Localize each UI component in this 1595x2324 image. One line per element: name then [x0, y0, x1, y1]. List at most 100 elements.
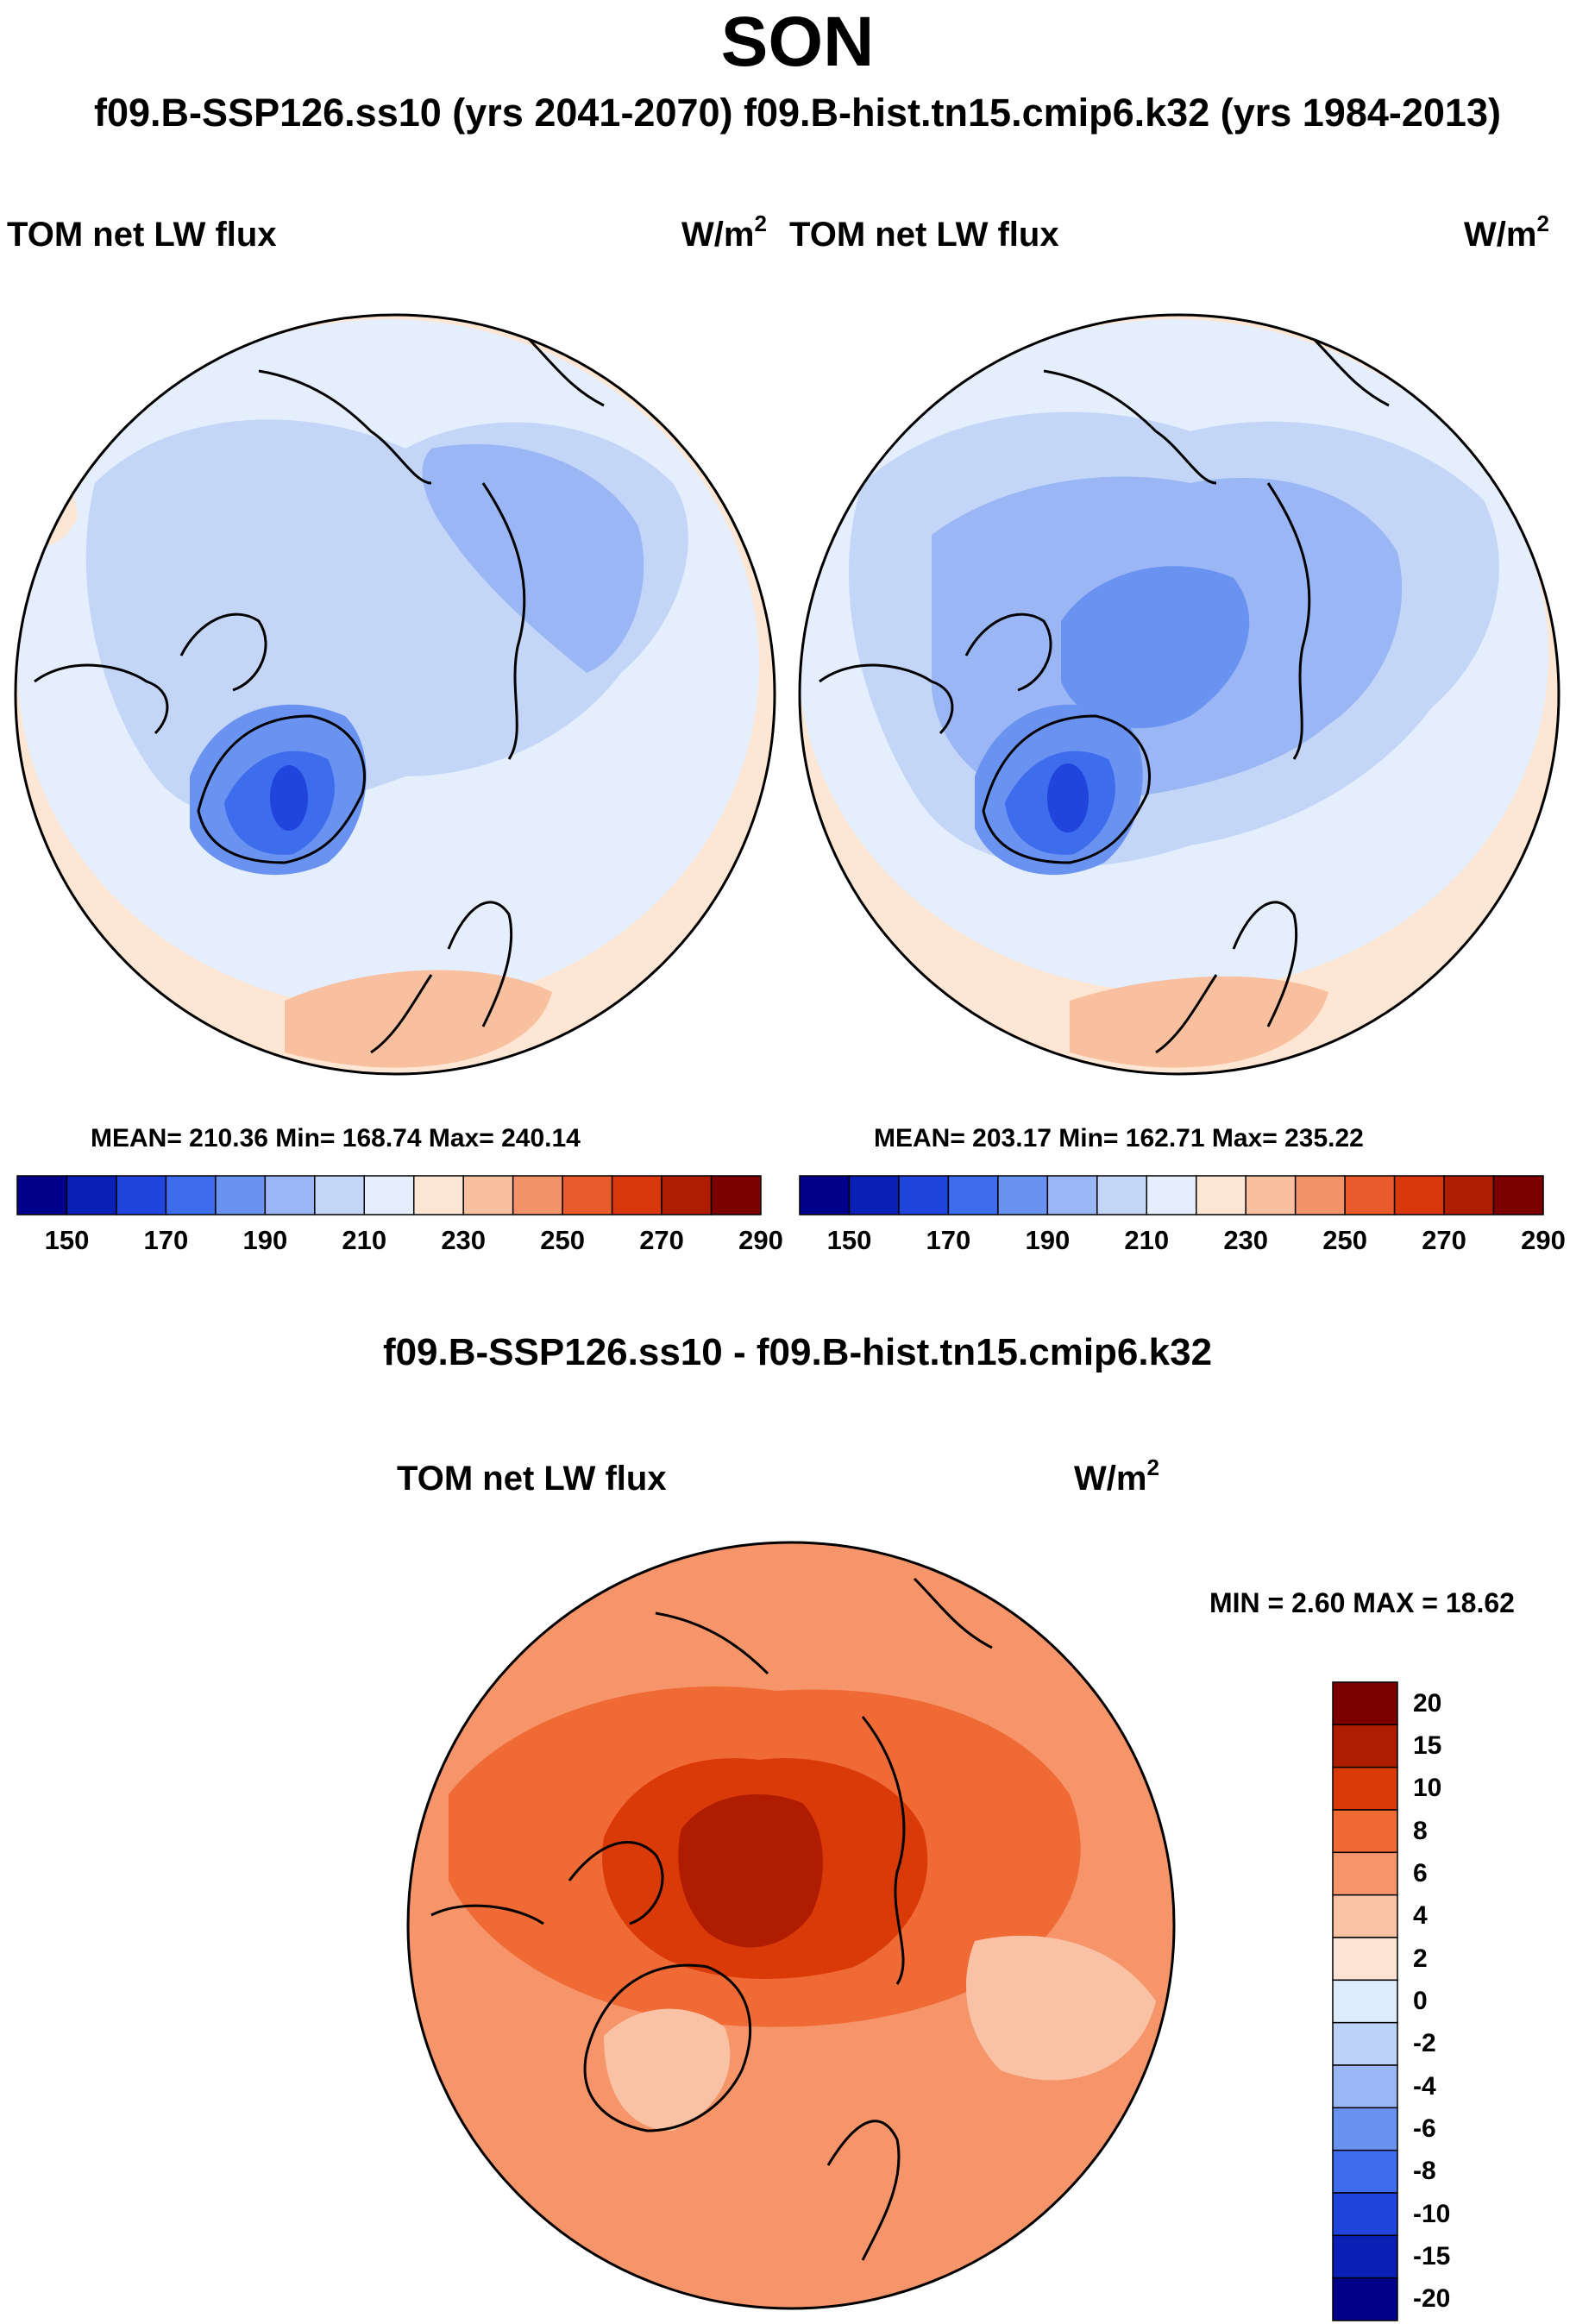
colorbar-1-box	[710, 1175, 762, 1215]
colorbar-1-box	[314, 1175, 366, 1215]
diff-units-sup: 2	[1146, 1454, 1159, 1480]
panel2-units-sup: 2	[1536, 210, 1549, 236]
colorbar-1-box	[512, 1175, 563, 1215]
panel2-units: W/m2	[1464, 210, 1549, 254]
colorbar-3-tick-label: -15	[1413, 2242, 1451, 2271]
colorbar-1-box	[462, 1175, 514, 1215]
colorbar-2-box	[1294, 1175, 1346, 1215]
colorbar-2-box	[1393, 1175, 1445, 1215]
colorbar-1-tick-label: 150	[44, 1225, 90, 1255]
colorbar-3-box	[1332, 2192, 1398, 2237]
map3-field	[408, 1542, 1174, 2308]
panel2-units-text: W/m	[1464, 216, 1537, 254]
colorbar-1	[16, 1175, 762, 1215]
map3-coastlines	[430, 1577, 993, 2261]
map1-field	[16, 315, 775, 1074]
colorbar-3-box	[1332, 1766, 1398, 1811]
colorbar-1-tick-label: 230	[441, 1225, 487, 1255]
colorbar-3-tick-label: 20	[1413, 1688, 1442, 1718]
colorbar-3-box	[1332, 2234, 1398, 2279]
map3-alaska-coast	[655, 1577, 993, 1675]
colorbar-1-box	[661, 1175, 713, 1215]
map2-europe-coast	[1155, 901, 1298, 1054]
map1-border	[14, 313, 776, 1076]
colorbar-1-tick-label: 290	[738, 1225, 783, 1255]
colorbar-2-tick-label: 210	[1124, 1225, 1170, 1255]
colorbar-2-box	[848, 1175, 900, 1215]
map3-band-15	[678, 1794, 823, 1948]
panel1-title: TOM net LW flux	[7, 216, 277, 254]
map1-warm-south	[285, 970, 552, 1068]
map1-canada-coast	[34, 612, 267, 735]
colorbar-1-box	[66, 1175, 117, 1215]
colorbar-1-box	[264, 1175, 316, 1215]
colorbar-3-tick-label: -10	[1413, 2199, 1451, 2228]
panel1-stats: MEAN= 210.36 Min= 168.74 Max= 240.14	[91, 1124, 581, 1153]
map1-alaska-coast	[258, 335, 605, 485]
colorbar-3-tick-label: 6	[1413, 1859, 1428, 1887]
map1-band-200	[422, 443, 644, 673]
colorbar-1-box	[562, 1175, 613, 1215]
colorbar-1-tick-label: 210	[342, 1225, 387, 1255]
panel1-units-text: W/m	[681, 216, 755, 254]
figure-subtitle: f09.B-SSP126.ss10 (yrs 2041-2070) f09.B-…	[94, 91, 1501, 135]
colorbar-2-box	[1096, 1175, 1148, 1215]
colorbar-1-box	[165, 1175, 217, 1215]
map2-coastlines	[819, 335, 1390, 1054]
colorbar-3-box	[1332, 2021, 1398, 2066]
colorbar-3-box	[1332, 2277, 1398, 2321]
colorbar-1-tick-label: 190	[242, 1225, 288, 1255]
colorbar-2-box	[1245, 1175, 1297, 1215]
map1-siberia-coast	[481, 482, 526, 760]
colorbar-2-box	[1344, 1175, 1396, 1215]
colorbar-3-tick-label: -2	[1413, 2029, 1436, 2058]
map2-border	[798, 313, 1560, 1076]
colorbar-2-tick-label: 170	[926, 1225, 971, 1255]
map2-warm-south	[1070, 976, 1328, 1068]
colorbar-3-tick-label: -6	[1413, 2114, 1436, 2143]
colorbar-1-tick-label: 170	[143, 1225, 189, 1255]
map3-siberia-coast	[861, 1716, 906, 1985]
colorbar-3-box	[1332, 1681, 1398, 1726]
map3-band-4b	[966, 1935, 1156, 2081]
panel2-title: TOM net LW flux	[789, 216, 1059, 254]
colorbar-2-box	[1492, 1175, 1544, 1215]
map2-alaska-coast	[1043, 335, 1390, 485]
colorbar-1-box	[116, 1175, 167, 1215]
colorbar-1-tick-label: 250	[540, 1225, 585, 1255]
colorbar-2-tick-label: 190	[1025, 1225, 1071, 1255]
colorbar-3-tick-label: 15	[1413, 1731, 1442, 1760]
map2-band-190	[1061, 566, 1250, 729]
colorbar-2-tick-label: 250	[1322, 1225, 1367, 1255]
map2-siberia-coast	[1266, 482, 1311, 760]
colorbar-3-box	[1332, 2149, 1398, 2194]
colorbar-1-box	[215, 1175, 267, 1215]
colorbar-1-tick-label: 270	[639, 1225, 684, 1255]
colorbar-2-box	[1046, 1175, 1098, 1215]
colorbar-2-box	[947, 1175, 999, 1215]
map2-field	[800, 315, 1559, 1074]
map1-greenland-coast	[197, 714, 366, 864]
colorbar-3-box	[1332, 1937, 1398, 1982]
colorbar-3-box	[1332, 1894, 1398, 1938]
colorbar-3-box	[1332, 1809, 1398, 1854]
map1-coastlines	[34, 335, 605, 1054]
colorbar-1-box	[412, 1175, 464, 1215]
colorbar-2	[799, 1175, 1544, 1215]
diff-units: W/m2	[1074, 1454, 1159, 1498]
colorbar-2-box	[1146, 1175, 1197, 1215]
map3-europe-coast	[826, 2120, 901, 2261]
colorbar-3-tick-label: 4	[1413, 1901, 1428, 1931]
colorbar-3-box	[1332, 1851, 1398, 1896]
colorbar-3-box	[1332, 2064, 1398, 2109]
colorbar-3-tick-label: 8	[1413, 1816, 1428, 1845]
colorbar-2-tick-label: 230	[1223, 1225, 1269, 1255]
colorbar-3-tick-label: 2	[1413, 1944, 1428, 1973]
colorbar-2-tick-label: 270	[1422, 1225, 1466, 1255]
diff-title: TOM net LW flux	[397, 1460, 667, 1498]
colorbar-2-box	[1195, 1175, 1246, 1215]
map3-band-4	[604, 2008, 731, 2131]
figure-title: SON	[720, 3, 875, 81]
colorbar-3-tick-label: -20	[1413, 2284, 1451, 2314]
